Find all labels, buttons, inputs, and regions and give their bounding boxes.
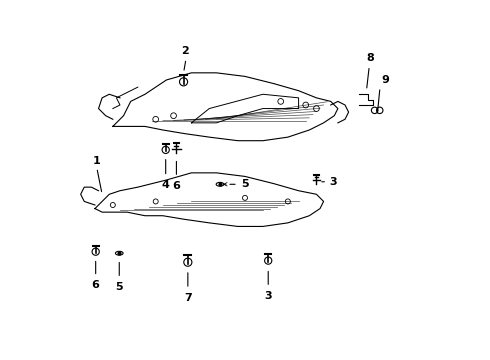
- Text: 3: 3: [265, 292, 272, 301]
- Text: 6: 6: [92, 280, 99, 290]
- Text: 6: 6: [172, 181, 180, 191]
- Text: 5: 5: [241, 179, 248, 189]
- Text: 4: 4: [162, 180, 170, 190]
- Text: 1: 1: [93, 156, 100, 166]
- Text: 9: 9: [381, 75, 390, 85]
- Text: 7: 7: [184, 293, 192, 303]
- Text: 5: 5: [116, 282, 123, 292]
- Text: 3: 3: [330, 177, 337, 187]
- Text: 8: 8: [366, 53, 374, 63]
- Text: 2: 2: [181, 46, 189, 56]
